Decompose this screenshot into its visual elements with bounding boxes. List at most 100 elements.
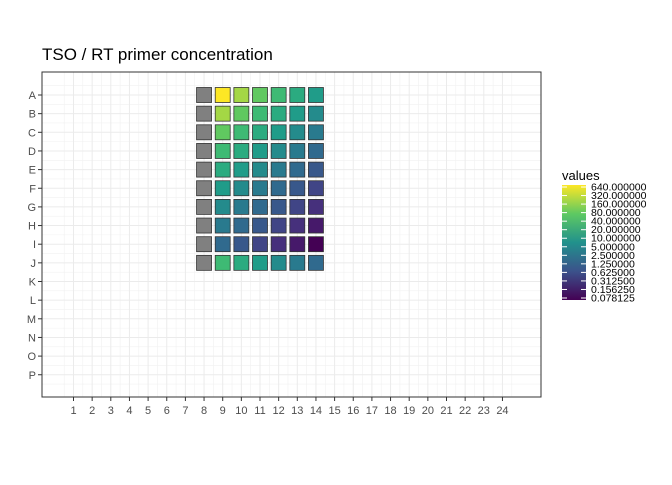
heatmap-cell (252, 217, 268, 234)
heatmap-cell (308, 161, 324, 178)
x-tick-label: 17 (366, 405, 378, 417)
heatmap-cell (233, 254, 250, 271)
legend-label: 2.500000 (591, 250, 635, 262)
y-tick-label: J (31, 258, 37, 270)
heatmap-cell (214, 180, 231, 197)
heatmap-cell (308, 105, 324, 122)
heatmap-cell (196, 180, 212, 197)
y-tick-label: E (29, 165, 36, 177)
x-tick-label: 11 (254, 405, 265, 417)
y-tick-label: K (29, 277, 37, 289)
x-tick-label: 21 (440, 405, 452, 417)
legend-label: 5.000000 (591, 241, 635, 253)
legend-label: 0.078125 (591, 293, 635, 305)
legend-title: values (562, 168, 600, 183)
y-tick-label: D (28, 146, 36, 158)
legend-label: 640.000000 (591, 182, 647, 194)
y-tick-label: H (28, 221, 36, 233)
heatmap-cell (252, 161, 268, 178)
heatmap-cell (270, 161, 287, 178)
heatmap-cell (308, 236, 324, 253)
heatmap-cell (252, 236, 268, 253)
heatmap-cell (289, 105, 306, 122)
heatmap-cell (196, 198, 212, 215)
x-tick-label: 3 (108, 405, 114, 417)
x-tick-label: 5 (145, 405, 151, 417)
y-tick-label: G (27, 202, 36, 214)
legend: values 640.000000320.000000160.00000080.… (562, 168, 647, 305)
x-tick-label: 23 (478, 405, 490, 417)
heatmap-cell (214, 143, 231, 159)
heatmap-cell (196, 236, 212, 253)
x-tick-label: 15 (328, 405, 340, 417)
heatmap-cell (270, 217, 287, 234)
heatmap-cell (289, 198, 306, 215)
x-tick-label: 8 (201, 405, 207, 417)
heatmap-cell (196, 124, 212, 141)
heatmap-cell (214, 254, 231, 271)
legend-label: 1.250000 (591, 258, 635, 270)
legend-label: 40.000000 (591, 216, 641, 228)
legend-colorbar (562, 185, 586, 300)
heatmap-cell (289, 124, 306, 141)
heatmap-cell (214, 87, 231, 103)
legend-label: 160.000000 (591, 199, 647, 211)
heatmap-cell (233, 124, 250, 141)
x-tick-label: 6 (164, 405, 170, 417)
heatmap-cell (233, 180, 250, 197)
heatmap-cell (308, 254, 324, 271)
x-tick-label: 9 (220, 405, 226, 417)
heatmap-cell (289, 236, 306, 253)
heatmap-cell (308, 143, 324, 159)
x-tick-label: 19 (403, 405, 415, 417)
y-tick-label: L (30, 295, 36, 307)
heatmap-cells (196, 87, 324, 271)
heatmap-cell (289, 161, 306, 178)
x-tick-label: 13 (291, 405, 303, 417)
heatmap-cell (233, 161, 250, 178)
y-tick-label: C (28, 127, 36, 139)
heatmap-cell (252, 254, 268, 271)
heatmap-cell (252, 198, 268, 215)
heatmap-cell (270, 198, 287, 215)
heatmap-cell (308, 180, 324, 197)
x-tick-label: 16 (347, 405, 359, 417)
heatmap-cell (252, 87, 268, 103)
heatmap-cell (270, 143, 287, 159)
heatmap-cell (308, 124, 324, 141)
y-tick-label: A (29, 90, 37, 102)
legend-label: 0.312500 (591, 275, 635, 287)
x-tick-label: 2 (89, 405, 95, 417)
x-tick-label: 4 (126, 405, 132, 417)
y-tick-label: P (29, 370, 36, 382)
y-tick-label: N (28, 332, 36, 344)
legend-label: 10.000000 (591, 233, 641, 245)
heatmap-cell (289, 87, 306, 103)
x-tick-label: 18 (384, 405, 396, 417)
x-axis: 1 2 3 4 5 6 7 8 9 10 11 12 13 14 15 16 17 18 19 20 21 22 23 24 (70, 397, 509, 417)
heatmap-cell (270, 180, 287, 197)
heatmap-cell (270, 254, 287, 271)
heatmap-cell (196, 217, 212, 234)
x-tick-label: 22 (459, 405, 471, 417)
heatmap-cell (308, 217, 324, 234)
heatmap-cell (196, 254, 212, 271)
heatmap-cell (270, 105, 287, 122)
legend-label: 0.625000 (591, 267, 635, 279)
heatmap-cell (233, 236, 250, 253)
heatmap-cell (233, 217, 250, 234)
legend-label: 0.156250 (591, 284, 635, 296)
chart-title: TSO / RT primer concentration (42, 45, 273, 64)
heatmap-cell (289, 254, 306, 271)
x-tick-label: 12 (273, 405, 285, 417)
heatmap-cell (289, 217, 306, 234)
y-tick-label: O (27, 351, 36, 363)
legend-label: 80.000000 (591, 207, 641, 219)
x-tick-label: 24 (496, 405, 508, 417)
heatmap-cell (252, 124, 268, 141)
heatmap-cell (214, 124, 231, 141)
heatmap-cell (270, 236, 287, 253)
